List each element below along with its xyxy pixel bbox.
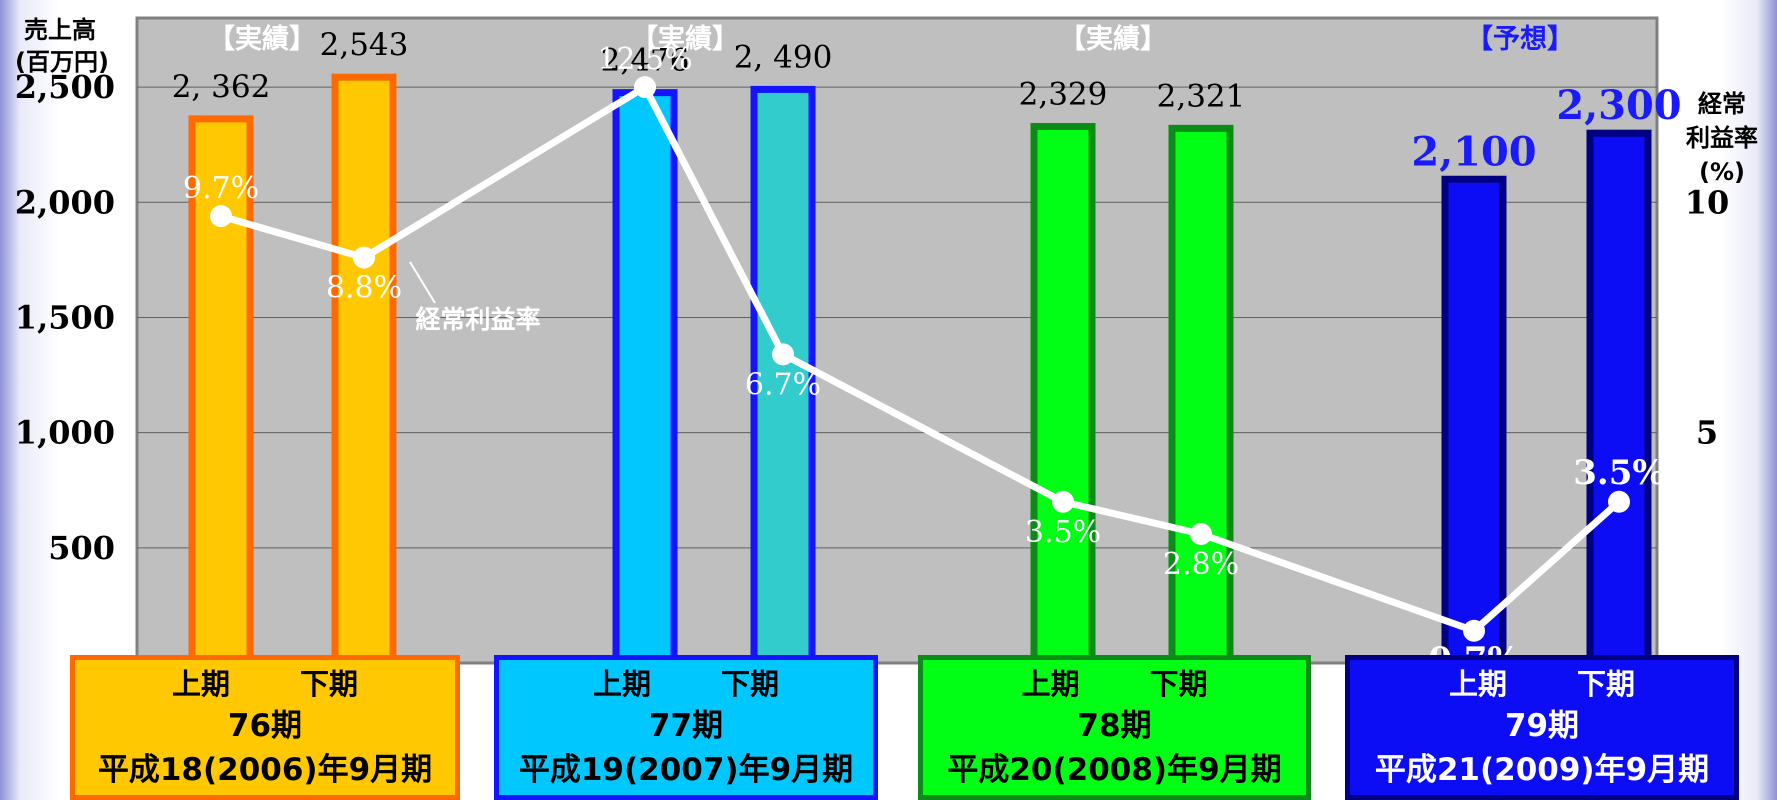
bar-value-label: 2,329 bbox=[1019, 76, 1108, 112]
period-box-78: 上期 下期 78期 平成20(2008)年9月期 bbox=[918, 655, 1311, 800]
bar-value-label: 2,300 bbox=[1556, 82, 1681, 129]
bar-value-label: 2,476 bbox=[601, 43, 690, 79]
bar bbox=[1586, 129, 1652, 667]
fiscal-year-label: 平成20(2008)年9月期 bbox=[947, 751, 1282, 788]
left-axis-title-line2: (百万円) bbox=[15, 48, 109, 76]
bar-value-labels: 2, 362 2,543 2,476 2, 490 2,329 2,321 2,100 2,3… bbox=[172, 27, 1682, 175]
ratio-value-label: 12.5% bbox=[597, 42, 692, 77]
ratio-value-label: 8.8% bbox=[326, 271, 402, 306]
group-tags: 【実績】 【実績】 【実績】 【予想】 bbox=[208, 23, 1574, 55]
half-second-label: 下期 bbox=[300, 666, 359, 701]
ratio-value-label: 2.8% bbox=[1163, 547, 1239, 582]
period-box-76: 上期 下期 76期 平成18(2006)年9月期 bbox=[70, 655, 460, 800]
ratio-point bbox=[353, 246, 375, 269]
left-tick-label: 2,000 bbox=[15, 183, 115, 221]
fiscal-year-label: 平成21(2009)年9月期 bbox=[1374, 751, 1710, 788]
series-label-leader bbox=[409, 261, 436, 304]
left-tick-label: 1,000 bbox=[15, 414, 115, 452]
ratio-point bbox=[210, 205, 232, 228]
ratio-point bbox=[634, 76, 656, 99]
bar bbox=[1441, 175, 1507, 667]
bar-value-label: 2,543 bbox=[320, 27, 409, 63]
bars bbox=[188, 73, 1652, 667]
bar bbox=[331, 73, 397, 667]
left-tick-label: 1,500 bbox=[15, 298, 115, 336]
half-second-label: 下期 bbox=[1149, 666, 1208, 701]
ratio-point bbox=[1190, 523, 1212, 545]
half-second-label: 下期 bbox=[721, 666, 780, 701]
right-axis-title-line1: 経常 bbox=[1698, 90, 1746, 118]
ratio-value-label: 9.7% bbox=[183, 171, 259, 206]
right-axis-title-line3: (%) bbox=[1699, 158, 1745, 186]
ratio-point bbox=[1463, 619, 1485, 642]
group-tag: 【実績】 bbox=[1059, 23, 1167, 55]
half-second-label: 下期 bbox=[1577, 666, 1636, 701]
bar-value-label: 2, 362 bbox=[172, 69, 271, 105]
left-axis-title-line1: 売上高 bbox=[24, 16, 96, 44]
bar-value-label: 2,100 bbox=[1411, 128, 1536, 175]
group-tag: 【実績】 bbox=[631, 23, 739, 55]
right-axis-ticks: 5 10 bbox=[1685, 183, 1730, 451]
period-box-77: 上期 下期 77期 平成19(2007)年9月期 bbox=[494, 655, 878, 800]
term-label: 79期 bbox=[1504, 707, 1580, 744]
fiscal-year-label: 平成19(2007)年9月期 bbox=[518, 751, 854, 788]
bar bbox=[612, 89, 678, 667]
half-first-label: 上期 bbox=[592, 666, 651, 701]
term-label: 77期 bbox=[648, 707, 724, 744]
ratio-line bbox=[220, 83, 1622, 635]
period-box-79: 上期 下期 79期 平成21(2009)年9月期 bbox=[1345, 655, 1739, 800]
half-first-label: 上期 bbox=[1021, 666, 1080, 701]
right-axis-title-line2: 利益率 bbox=[1686, 124, 1758, 152]
left-tick-label: 2,500 bbox=[15, 68, 115, 106]
right-tick-label: 10 bbox=[1685, 183, 1730, 221]
ratio-value-label: 6.7% bbox=[745, 367, 821, 402]
bar bbox=[1030, 122, 1096, 667]
half-first-label: 上期 bbox=[171, 666, 230, 701]
term-label: 78期 bbox=[1077, 707, 1152, 744]
fiscal-year-label: 平成18(2006)年9月期 bbox=[97, 751, 433, 788]
bar-value-label: 2,321 bbox=[1157, 78, 1246, 114]
right-tick-label: 5 bbox=[1696, 414, 1718, 452]
bar-value-label: 2, 490 bbox=[734, 39, 833, 75]
series-label-ratio: 経常利益率 bbox=[415, 305, 540, 334]
ratio-point bbox=[1052, 490, 1074, 513]
half-first-label: 上期 bbox=[1448, 666, 1507, 701]
ratio-value-label: 3.5% bbox=[1573, 453, 1664, 493]
group-tag: 【予想】 bbox=[1466, 24, 1574, 55]
bar bbox=[1168, 124, 1234, 667]
term-label: 76期 bbox=[227, 707, 303, 744]
ratio-value-label: 3.5% bbox=[1025, 515, 1101, 550]
ratio-point bbox=[772, 343, 794, 366]
group-tag: 【実績】 bbox=[208, 23, 316, 55]
left-tick-label: 500 bbox=[48, 529, 115, 567]
ratio-point bbox=[1608, 490, 1630, 513]
left-axis-ticks: 500 1,000 1,500 2,000 2,500 bbox=[15, 68, 115, 567]
